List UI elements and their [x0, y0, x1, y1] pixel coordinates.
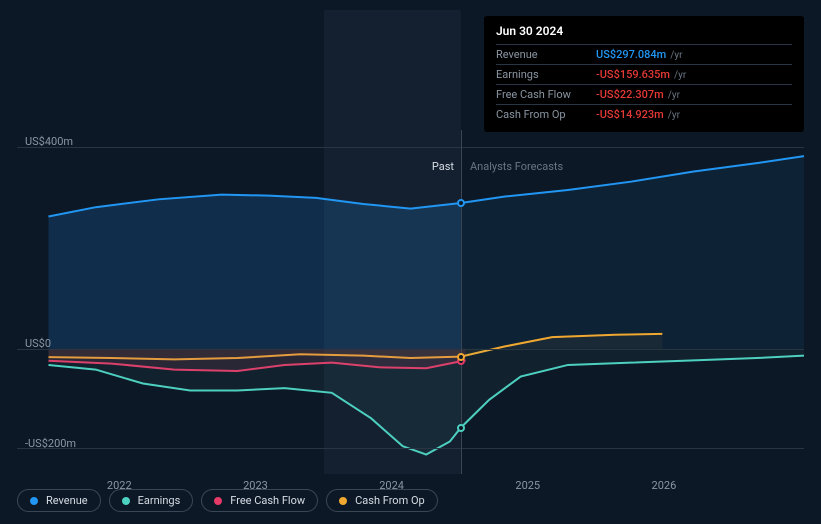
- tooltip-row-label: Cash From Op: [496, 108, 596, 121]
- legend-label: Revenue: [46, 494, 88, 507]
- tooltip-row-label: Earnings: [496, 68, 596, 81]
- series-marker: [457, 424, 465, 432]
- tooltip-rows: RevenueUS$297.084m/yrEarnings-US$159.635…: [496, 44, 792, 124]
- tooltip-row-suffix: /yr: [674, 70, 686, 81]
- tooltip-row-value: -US$22.307m: [596, 88, 664, 101]
- legend-label: Cash From Op: [355, 494, 425, 507]
- tooltip-row: RevenueUS$297.084m/yr: [496, 44, 792, 64]
- tooltip-row-suffix: /yr: [668, 110, 680, 121]
- x-axis-label: 2025: [515, 479, 540, 492]
- tooltip-row-value: -US$14.923m: [596, 108, 664, 121]
- legend-dot-icon: [30, 497, 38, 505]
- tooltip-title: Jun 30 2024: [496, 24, 792, 38]
- tooltip-row-suffix: /yr: [668, 90, 680, 101]
- forecast-label: Analysts Forecasts: [470, 160, 563, 173]
- x-axis-label: 2026: [652, 479, 677, 492]
- legend-item[interactable]: Earnings: [109, 489, 194, 512]
- gridline: [17, 349, 804, 350]
- legend-label: Earnings: [138, 494, 181, 507]
- tooltip-row: Cash From Op-US$14.923m/yr: [496, 104, 792, 124]
- tooltip-row: Earnings-US$159.635m/yr: [496, 64, 792, 84]
- gridline: [17, 448, 804, 449]
- legend-label: Free Cash Flow: [230, 494, 305, 507]
- past-label: Past: [432, 160, 454, 173]
- legend-dot-icon: [214, 497, 222, 505]
- tooltip-row-label: Revenue: [496, 48, 596, 61]
- series-marker: [457, 199, 465, 207]
- legend: Revenue Earnings Free Cash Flow Cash From O…: [17, 489, 438, 512]
- tooltip: Jun 30 2024 RevenueUS$297.084m/yrEarning…: [484, 16, 804, 132]
- series-marker: [457, 353, 465, 361]
- legend-item[interactable]: Cash From Op: [326, 489, 438, 512]
- tooltip-row: Free Cash Flow-US$22.307m/yr: [496, 84, 792, 104]
- past-forecast-divider: [461, 130, 462, 474]
- tooltip-row-value: -US$159.635m: [596, 68, 670, 81]
- tooltip-row-label: Free Cash Flow: [496, 88, 596, 101]
- legend-item[interactable]: Revenue: [17, 489, 101, 512]
- legend-item[interactable]: Free Cash Flow: [201, 489, 318, 512]
- tooltip-row-suffix: /yr: [670, 50, 682, 61]
- gridline: [17, 147, 804, 148]
- tooltip-row-value: US$297.084m: [596, 48, 666, 61]
- legend-dot-icon: [339, 497, 347, 505]
- legend-dot-icon: [122, 497, 130, 505]
